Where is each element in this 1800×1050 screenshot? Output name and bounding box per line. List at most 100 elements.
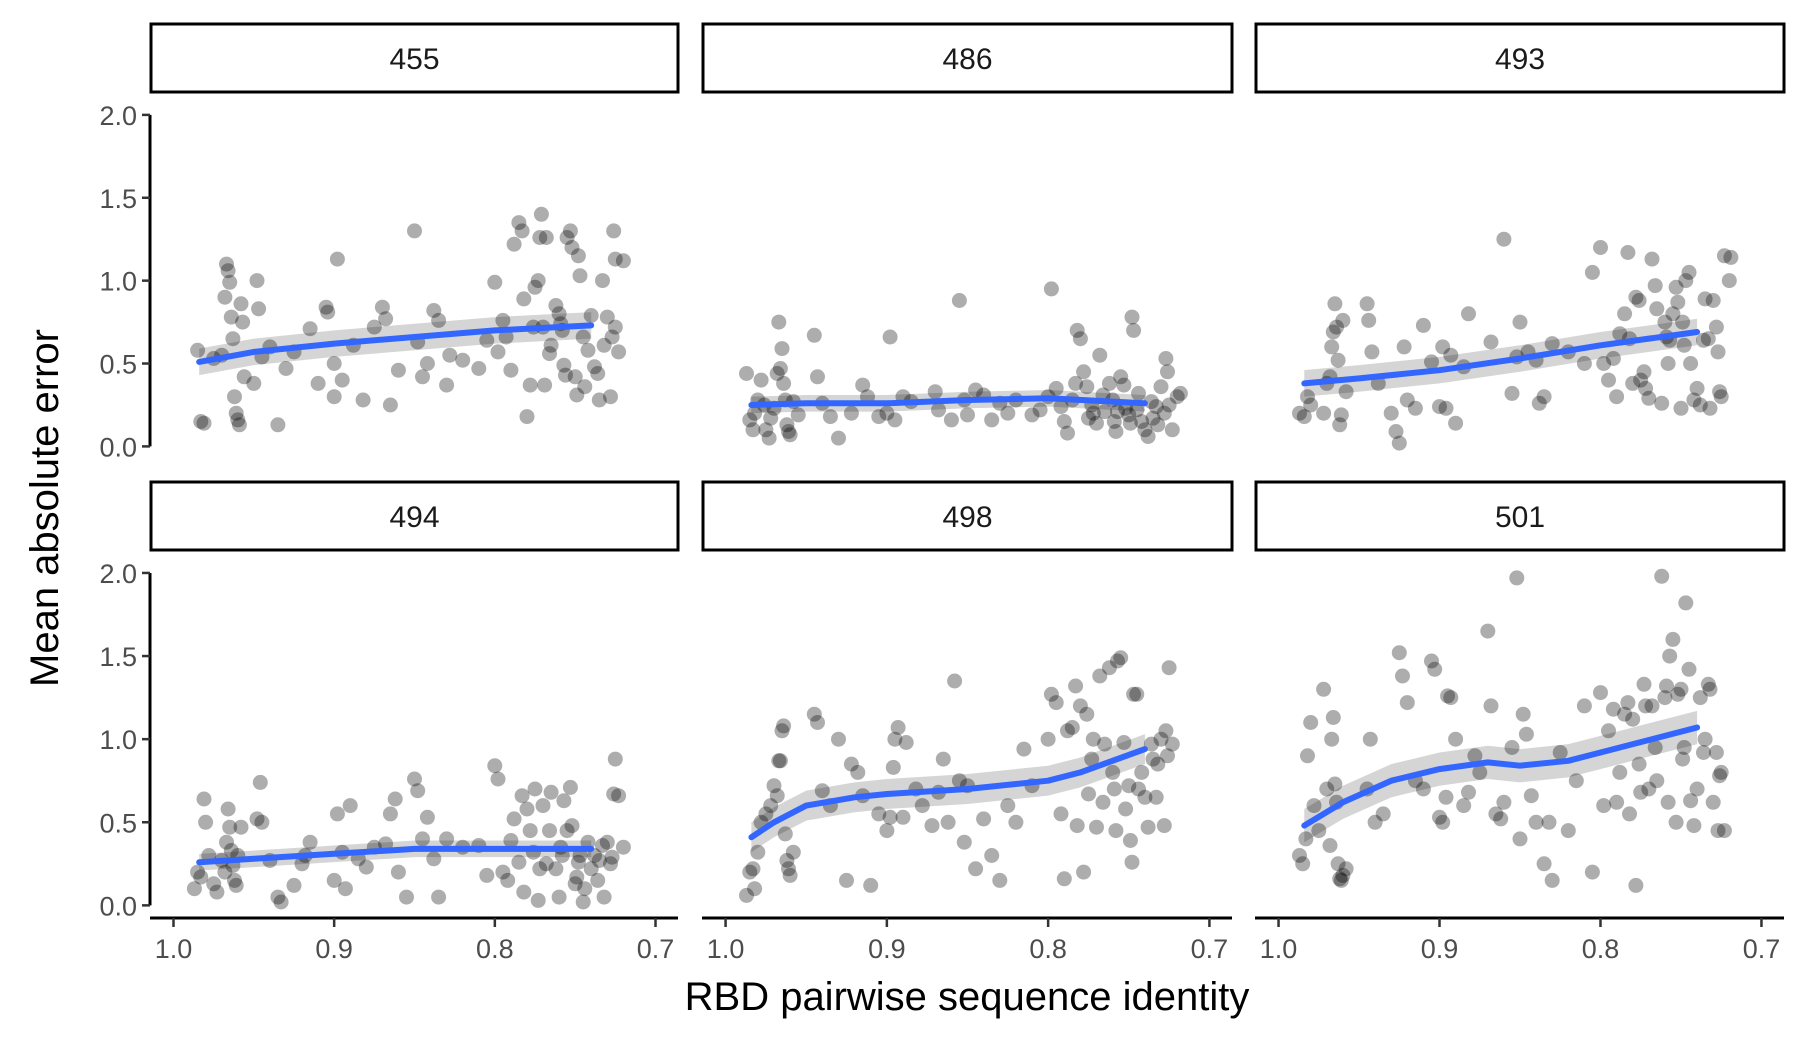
data-point bbox=[1327, 296, 1343, 312]
data-point bbox=[1493, 811, 1509, 827]
data-point bbox=[742, 864, 758, 880]
x-axis-title: RBD pairwise sequence identity bbox=[685, 975, 1250, 1019]
data-point bbox=[1593, 240, 1608, 255]
data-point bbox=[426, 303, 442, 318]
data-point bbox=[1654, 568, 1670, 584]
data-point bbox=[1122, 833, 1138, 848]
data-point bbox=[1121, 407, 1137, 423]
data-point bbox=[1528, 814, 1544, 830]
data-point bbox=[1076, 864, 1092, 880]
data-point bbox=[1467, 748, 1483, 764]
data-point bbox=[843, 756, 859, 772]
data-point bbox=[1048, 695, 1064, 711]
data-point bbox=[1137, 422, 1153, 438]
data-point bbox=[742, 412, 758, 428]
data-point bbox=[596, 337, 612, 353]
data-point bbox=[572, 268, 588, 284]
data-point bbox=[587, 359, 602, 375]
data-point bbox=[1072, 331, 1088, 347]
data-point bbox=[603, 389, 618, 405]
data-point bbox=[522, 823, 538, 839]
data-point bbox=[1705, 293, 1721, 308]
y-tick-label: 0.5 bbox=[99, 350, 137, 380]
data-point bbox=[577, 881, 593, 897]
data-point bbox=[898, 735, 914, 750]
x-tick-label: 0.7 bbox=[1191, 934, 1229, 964]
data-point bbox=[1712, 384, 1728, 400]
data-point bbox=[947, 673, 963, 689]
x-tick-label: 0.9 bbox=[1421, 934, 1459, 964]
data-point bbox=[1143, 394, 1159, 410]
data-point bbox=[591, 392, 607, 408]
data-point bbox=[739, 366, 754, 381]
data-point bbox=[1322, 838, 1338, 853]
data-point bbox=[228, 877, 244, 893]
data-point bbox=[479, 332, 495, 348]
data-point bbox=[390, 362, 406, 378]
data-point bbox=[562, 223, 578, 239]
data-point bbox=[1131, 781, 1146, 797]
data-point bbox=[1043, 686, 1059, 702]
data-point bbox=[1330, 856, 1346, 872]
data-point bbox=[1140, 819, 1156, 835]
data-point bbox=[302, 834, 318, 850]
data-point bbox=[217, 864, 233, 880]
data-point bbox=[1324, 339, 1340, 355]
data-point bbox=[1596, 798, 1612, 814]
data-point bbox=[219, 834, 234, 850]
data-point bbox=[882, 809, 898, 825]
data-point bbox=[895, 809, 911, 825]
data-point bbox=[1292, 405, 1307, 421]
data-point bbox=[1631, 756, 1647, 772]
data-point bbox=[1665, 631, 1681, 647]
data-point bbox=[1143, 736, 1159, 752]
data-point bbox=[1333, 407, 1349, 423]
data-point bbox=[1461, 306, 1476, 322]
data-point bbox=[575, 894, 591, 910]
data-point bbox=[1415, 781, 1431, 797]
data-point bbox=[1612, 764, 1628, 780]
data-point bbox=[1700, 331, 1716, 347]
data-point bbox=[1069, 818, 1085, 834]
data-point bbox=[1399, 695, 1415, 711]
data-point bbox=[1678, 595, 1694, 611]
data-point bbox=[1448, 415, 1464, 431]
data-point bbox=[992, 872, 1008, 888]
data-point bbox=[580, 342, 596, 358]
data-point bbox=[220, 801, 236, 817]
data-point bbox=[603, 856, 618, 872]
data-point bbox=[1395, 668, 1410, 684]
data-point bbox=[1692, 690, 1708, 706]
data-point bbox=[1085, 405, 1101, 421]
data-point bbox=[569, 387, 585, 403]
data-point bbox=[1068, 678, 1084, 694]
data-point bbox=[530, 273, 546, 289]
y-axis-title: Mean absolute error bbox=[23, 329, 67, 687]
data-point bbox=[236, 369, 252, 385]
data-point bbox=[968, 861, 984, 877]
data-point bbox=[1644, 698, 1660, 714]
data-point bbox=[1544, 336, 1560, 352]
data-point bbox=[745, 422, 761, 438]
data-point bbox=[1676, 740, 1692, 755]
data-point bbox=[1576, 356, 1592, 371]
data-point bbox=[1625, 711, 1641, 727]
x-tick-label: 0.8 bbox=[1029, 934, 1067, 964]
panel-501: 501 1.0 0.9 0.8 0.7 bbox=[1254, 480, 1786, 964]
data-point bbox=[532, 230, 548, 245]
x-tick-label: 0.9 bbox=[868, 934, 906, 964]
data-point bbox=[1443, 690, 1459, 706]
data-point bbox=[1654, 395, 1670, 411]
data-point bbox=[1000, 405, 1016, 421]
strip-box bbox=[1254, 22, 1786, 94]
data-point bbox=[569, 869, 585, 885]
data-point bbox=[519, 801, 535, 817]
data-point bbox=[590, 366, 606, 381]
data-point bbox=[1435, 339, 1451, 355]
data-point bbox=[570, 248, 586, 264]
y-tick-label: 0.5 bbox=[99, 808, 137, 838]
data-point bbox=[1723, 249, 1739, 265]
data-point bbox=[782, 427, 798, 443]
data-point bbox=[1116, 377, 1132, 393]
data-point bbox=[1686, 818, 1702, 834]
